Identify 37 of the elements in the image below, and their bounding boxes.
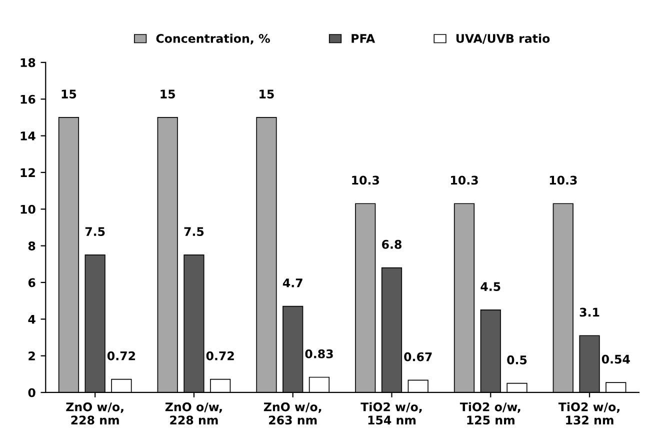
x-tick-label: ZnO w/o, 228 nm [66, 402, 124, 425]
x-tick-label: ZnO o/w, 228 nm [165, 402, 222, 425]
data-label: 15 [160, 90, 175, 98]
data-label: 7.5 [184, 227, 204, 236]
legend-label: UVA/UVB ratio [456, 34, 550, 44]
data-label: 10.3 [451, 176, 478, 185]
legend-label: PFA [352, 34, 376, 43]
x-tick-label: TiO2 w/o, 132 nm [558, 402, 620, 425]
data-label: 0.72 [107, 351, 135, 360]
data-label: 10.3 [352, 176, 379, 185]
y-tick-label: 16 [20, 94, 36, 104]
y-tick-label: 18 [20, 58, 36, 68]
data-label: 10.3 [550, 176, 577, 185]
x-tick-label: TiO2 w/o, 154 nm [360, 402, 422, 425]
y-tick-label: 4 [28, 315, 36, 324]
data-label: 3.1 [580, 308, 600, 317]
data-label: 0.67 [404, 352, 432, 362]
legend-label: Concentration, % [156, 34, 270, 44]
data-label: 15 [260, 90, 274, 98]
y-tick-label: 12 [20, 168, 35, 177]
x-tick-label: TiO2 o/w, 125 nm [460, 402, 520, 425]
x-tick-label: ZnO w/o, 263 nm [264, 402, 322, 425]
y-tick-label: 2 [28, 352, 35, 360]
data-label: 4.7 [282, 278, 302, 288]
data-label: 6.8 [382, 240, 402, 249]
y-tick-label: 14 [20, 132, 36, 140]
data-label: 0.5 [507, 355, 527, 364]
data-label: 7.5 [85, 227, 105, 236]
data-label: 4.5 [480, 282, 500, 292]
data-label: 0.83 [305, 349, 333, 358]
data-label: 0.54 [602, 354, 630, 364]
y-tick-label: 6 [28, 278, 36, 288]
data-label: 15 [62, 90, 76, 98]
y-tick-label: 0 [28, 388, 36, 398]
data-label: 0.72 [206, 351, 234, 360]
y-tick-label: 10 [20, 204, 36, 214]
y-tick-label: 8 [28, 242, 36, 250]
